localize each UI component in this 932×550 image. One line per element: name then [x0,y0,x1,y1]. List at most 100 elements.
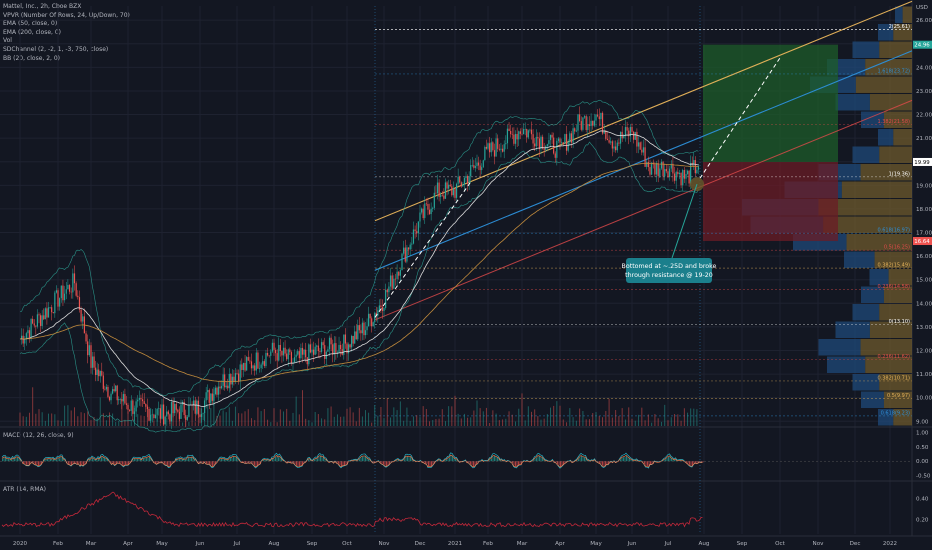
legend-bb[interactable]: BB (20, close, 2, 0) [3,54,60,62]
candle-body [116,385,118,401]
volume-bar [213,389,215,426]
macd-hist-bar [266,460,267,462]
candle-body [239,364,241,382]
volume-bar [127,411,129,426]
candle-body [459,176,461,183]
volume-bar [321,418,323,426]
macd-hist-bar [15,457,17,462]
candle-body [233,376,235,382]
volume-bar [674,414,676,426]
x-tick-label: Feb [483,541,493,547]
candle-body [396,271,398,279]
y-tick-label: 26.00 [916,18,932,24]
axes: USD26.0025.0024.0023.0022.0021.0020.0019… [13,5,932,547]
atr-tick-label: 0.40 [916,497,929,503]
macd-hist-bar [339,461,341,466]
legend-vpvr[interactable]: VPVR (Number Of Rows, 24, Up/Down, 70) [3,11,130,19]
macd-hist-bar [158,461,159,464]
x-tick-label: 2022 [883,541,897,547]
volume-bar [543,418,545,426]
candle-body [540,136,542,149]
candle-body [598,116,600,120]
candle-body [281,350,283,356]
candle-body [150,414,152,421]
macd-tick-label: 1.00 [916,430,929,436]
macd-hist-bar [680,460,681,462]
legend-ema-50[interactable]: EMA (50, close, 0) [3,20,58,28]
candle-body [43,315,45,320]
macd-hist-bar [185,459,186,462]
legend-ema-200[interactable]: EMA (200, close, 0) [3,28,62,36]
volume-bar [102,413,104,426]
candle-body [352,335,354,344]
price-marker-label: 19.99 [914,160,930,166]
legend-symbol[interactable]: Mattel, Inc., 2h, Cboe BZX [3,3,82,10]
macd-hist-bar [456,458,458,462]
macd-hist-bar [498,458,500,462]
volume-bar [495,413,497,426]
macd-pane-label[interactable]: MACD (12, 26, close, 9) [3,432,74,439]
stop-zone [703,161,838,242]
macd-hist-bar [663,459,665,462]
macd-hist-bar [272,458,273,462]
candle-body [628,130,630,137]
macd-hist-bar [107,459,108,462]
candle-body [644,147,646,167]
macd-hist-bar [176,459,177,462]
candle-body [511,134,513,135]
macd-hist-bar [366,457,368,462]
atr-pane-label[interactable]: ATR (14, RMA) [3,486,46,493]
macd-hist-bar [200,461,201,463]
macd-hist-bar [599,461,600,464]
candle-body [433,192,435,208]
macd-hist-bar [413,460,414,462]
candle-body [153,414,155,419]
macd-hist-bar [318,456,320,462]
macd-hist-bar [144,458,146,462]
volume-bar [115,421,117,426]
candle-body [300,347,302,359]
volume-bar [422,406,424,426]
macd-hist-bar [125,461,126,465]
volume-bar [380,406,382,426]
macd-hist-bar [222,458,224,462]
legend-vol[interactable]: Vol [3,37,12,45]
candle-body [55,290,58,293]
legend-sdchannel[interactable]: SDChannel (2, -2, 1, -3, 750, close) [3,45,109,53]
macd-hist-bar [264,459,266,462]
candle-body [634,131,636,140]
volume-bar [448,406,450,426]
vp-row-down [861,111,884,128]
volume-bar [451,406,453,426]
volume-bar [324,419,326,426]
candle-body [534,143,536,147]
y-tick-label: 15.00 [916,278,932,284]
volume-bar [505,418,507,426]
macd-hist-bar [408,457,410,462]
atr-line [1,491,703,528]
volume-bar [628,407,630,426]
candle-body [46,308,48,318]
candle-body [367,313,370,327]
volume-bar [90,420,92,426]
candle-body [474,166,477,168]
macd-hist-bar [518,461,519,466]
candle-body [616,142,618,151]
volume-bar [175,408,177,426]
candle-body [567,142,569,151]
vp-row-up [869,94,912,111]
macd-hist-bar [512,461,513,464]
candle-body [96,369,98,375]
macd-hist-bar [224,458,225,462]
macd-hist-bar [188,457,189,462]
macd-hist-bar [150,458,152,462]
y-tick-label: 21.00 [916,136,932,142]
candle-body [47,307,50,318]
macd-hist-bar [365,456,366,462]
macd-hist-bar [410,456,411,462]
candle-body [383,307,385,311]
vp-row-down [852,146,880,163]
volume-bar [77,416,79,426]
macd-hist-bar [428,461,429,467]
